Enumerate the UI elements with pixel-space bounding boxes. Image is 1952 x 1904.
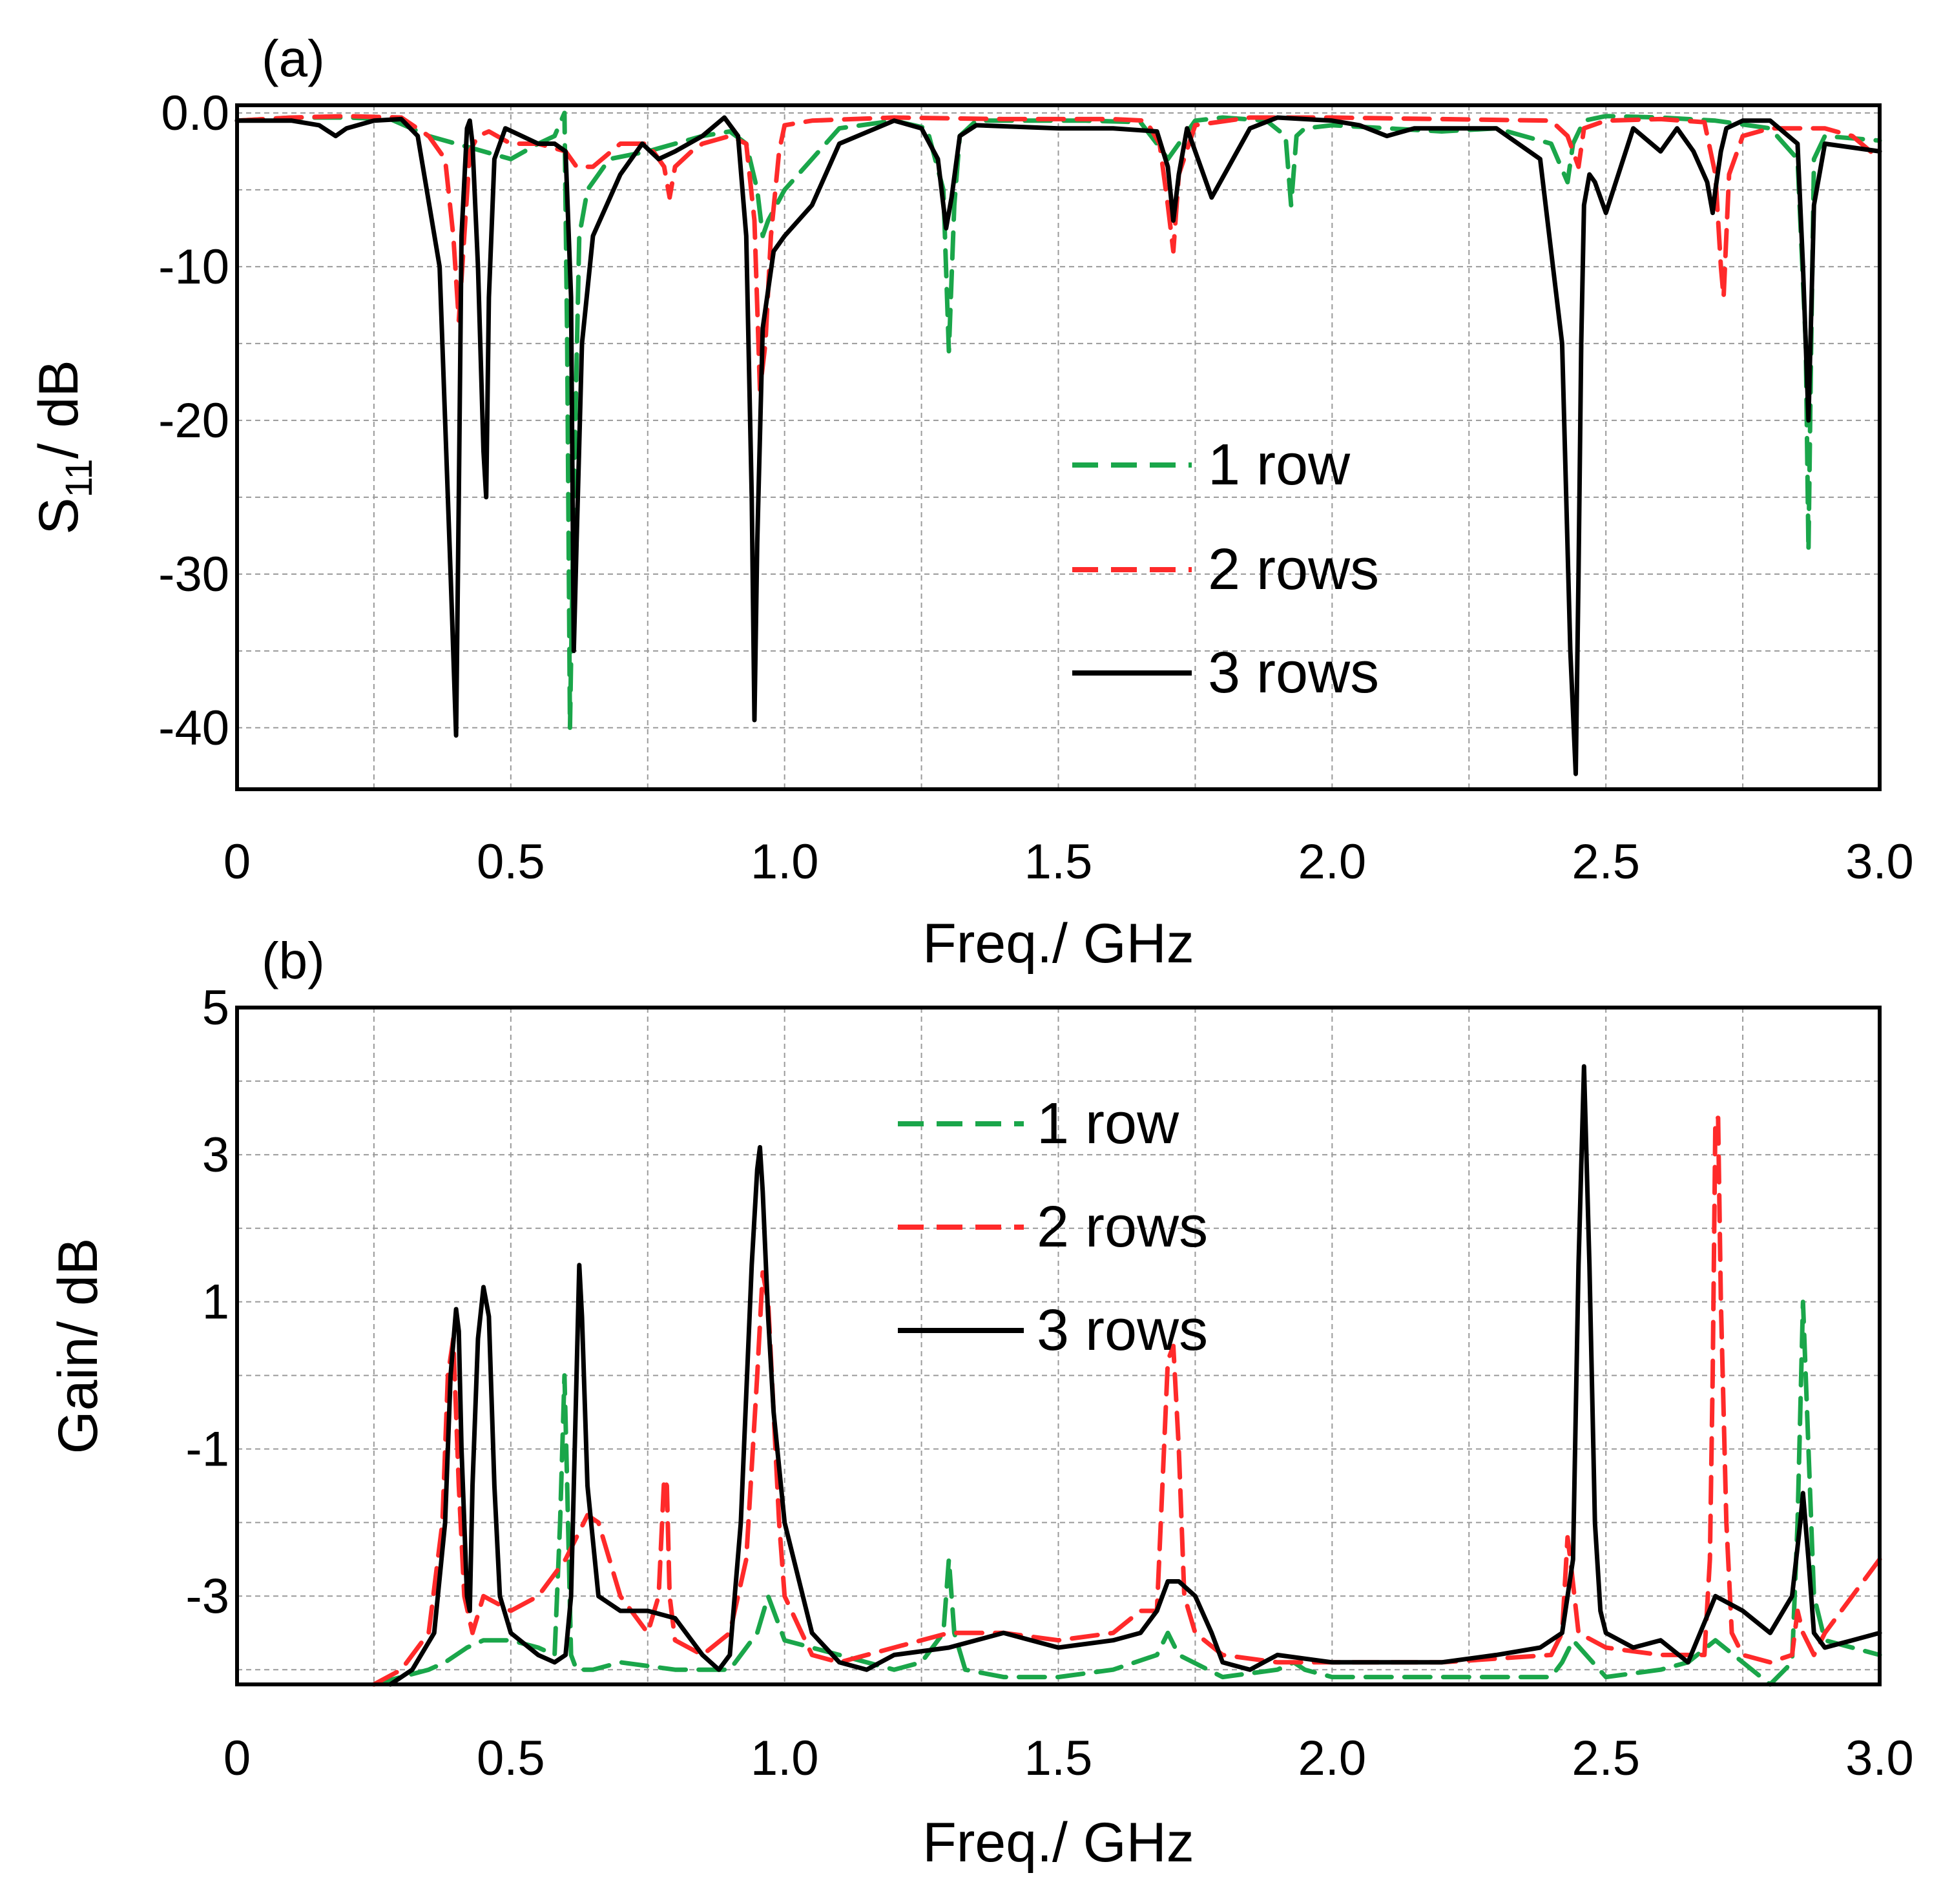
x-tick-label: 0 (223, 834, 251, 889)
legend: 1 row 2 rows 3 rows (898, 1092, 1208, 1363)
y-tick-label: -40 (158, 701, 229, 756)
panel-label: (b) (262, 932, 325, 989)
y-tick-label: -30 (158, 547, 229, 602)
x-tick-label: 2.5 (1572, 834, 1640, 889)
legend-label: 1 row (1208, 433, 1351, 497)
series-line-3-rows (234, 115, 1882, 776)
x-tick-label: 1.5 (1024, 834, 1093, 889)
legend-label: 2 rows (1037, 1195, 1208, 1259)
series-line-2-rows (234, 114, 1882, 392)
legend-label: 3 rows (1037, 1298, 1208, 1363)
y-axis-title: S11/ dB (28, 360, 100, 535)
y-tick-label: 3 (202, 1128, 229, 1183)
series-line-1-row (371, 1299, 1882, 1687)
x-tick-label: 2.0 (1298, 1731, 1367, 1786)
x-tick-label: 2.5 (1572, 1731, 1640, 1786)
x-axis-title: Freq./ GHz (922, 913, 1194, 975)
legend-label: 3 rows (1208, 641, 1379, 705)
x-tick-label: 0 (223, 1731, 251, 1786)
panel-b: 0 0.5 1.0 1.5 2.0 2.5 3.0 5 3 1 -1 -3 Freq./ GHz Gain… (47, 932, 1914, 1874)
x-tick-label: 3.0 (1845, 1731, 1914, 1786)
y-axis-title: Gain/ dB (47, 1238, 109, 1454)
x-tick-label: 1.5 (1024, 1731, 1093, 1786)
legend: 1 row 2 rows 3 rows (1072, 433, 1379, 705)
x-tick-label: 3.0 (1845, 834, 1914, 889)
x-tick-label: 1.0 (751, 1731, 819, 1786)
legend-label: 1 row (1037, 1092, 1179, 1156)
x-axis-title: Freq./ GHz (922, 1812, 1194, 1874)
x-tick-label: 1.0 (751, 834, 819, 889)
y-tick-label: -1 (185, 1422, 229, 1476)
series-line-3-rows (388, 1064, 1882, 1687)
plot-frame (235, 1006, 1882, 1686)
y-tick-label: -3 (185, 1569, 229, 1624)
legend-label: 2 rows (1208, 537, 1379, 602)
x-tick-label: 0.5 (477, 834, 545, 889)
x-tick-label: 2.0 (1298, 834, 1367, 889)
y-tick-label: 0.0 (161, 86, 229, 141)
panel-label: (a) (262, 30, 325, 87)
plot-frame (235, 103, 1882, 791)
y-tick-label: -20 (158, 393, 229, 448)
y-tick-label: 5 (202, 980, 229, 1035)
y-tick-label: 1 (202, 1275, 229, 1330)
y-tick-label: -10 (158, 240, 229, 295)
panel-a: 0 0.5 1.0 1.5 2.0 2.5 3.0 0.0 -10 -20 -30 -40 Freq./… (28, 30, 1914, 975)
x-tick-label: 0.5 (477, 1731, 545, 1786)
series-line-2-rows (371, 1115, 1882, 1687)
